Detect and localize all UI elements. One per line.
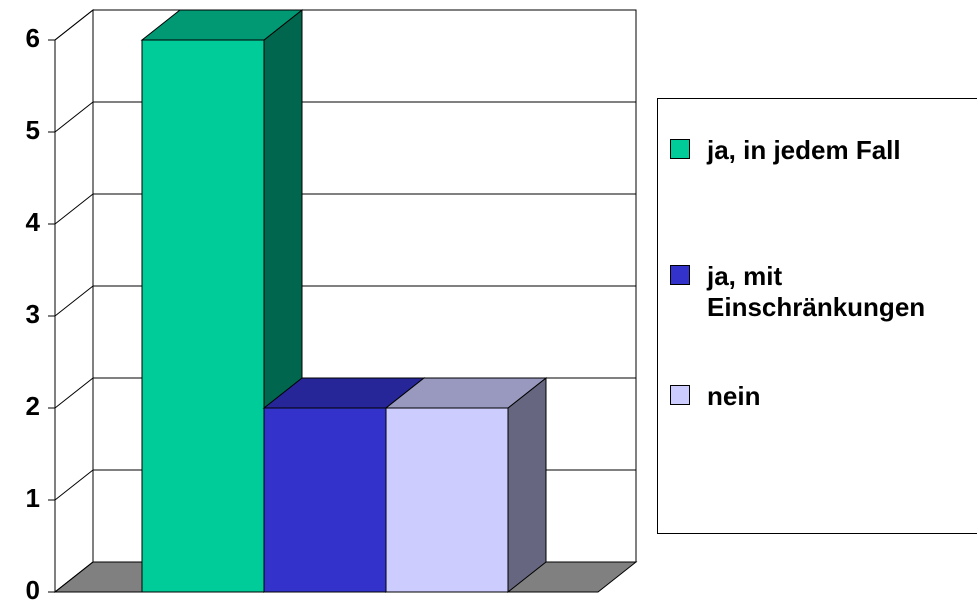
y-tick-label: 3 — [26, 299, 40, 329]
grid-line — [54, 9, 94, 41]
y-tick-label: 1 — [26, 483, 40, 513]
y-tick-label: 4 — [26, 207, 41, 237]
legend-swatch — [670, 139, 690, 159]
y-tick-label: 6 — [26, 23, 40, 53]
legend-label: ja, in jedem Fall — [707, 135, 901, 165]
bar — [385, 407, 509, 593]
bar-group — [384, 376, 548, 594]
legend-swatch — [670, 265, 690, 285]
bar-side — [507, 376, 547, 594]
grid-line — [54, 469, 94, 501]
y-tick-label: 0 — [26, 575, 40, 605]
grid-line — [54, 285, 94, 317]
y-tick-label: 5 — [26, 115, 40, 145]
bar — [141, 39, 265, 593]
legend-label: nein — [707, 381, 761, 411]
grid-line — [54, 193, 94, 225]
legend-swatch — [670, 385, 690, 405]
grid-line — [54, 561, 94, 593]
bar — [263, 407, 387, 593]
grid-line — [54, 101, 94, 133]
grid-line — [54, 377, 94, 409]
y-tick-label: 2 — [26, 391, 40, 421]
legend-label: ja, mit Einschränkungen — [707, 261, 926, 322]
legend: ja, in jedem Fall ja, mit Einschränkungen… — [657, 98, 977, 534]
